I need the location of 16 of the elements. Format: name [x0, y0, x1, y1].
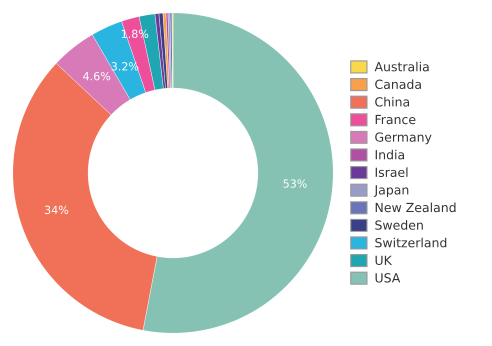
legend-label: China [375, 96, 410, 107]
legend-label: Israel [376, 167, 408, 178]
legend-label: Switzerland [375, 238, 446, 248]
legend-label: New Zealand [376, 202, 456, 212]
legend-label: Japan [374, 185, 408, 198]
data-label: 53% [284, 179, 307, 188]
legend-label: France [376, 114, 416, 124]
legend-label: USA [376, 273, 400, 283]
legend-label: Australia [374, 62, 429, 72]
data-label: 34% [44, 206, 68, 214]
legend-label: Sweden [375, 220, 423, 230]
legend-label: Canada [375, 79, 421, 90]
data-label: 4.6% [83, 72, 110, 80]
legend-label: Germany [375, 132, 432, 144]
legend-label: UK [376, 256, 392, 265]
legend-label: India [376, 150, 404, 160]
